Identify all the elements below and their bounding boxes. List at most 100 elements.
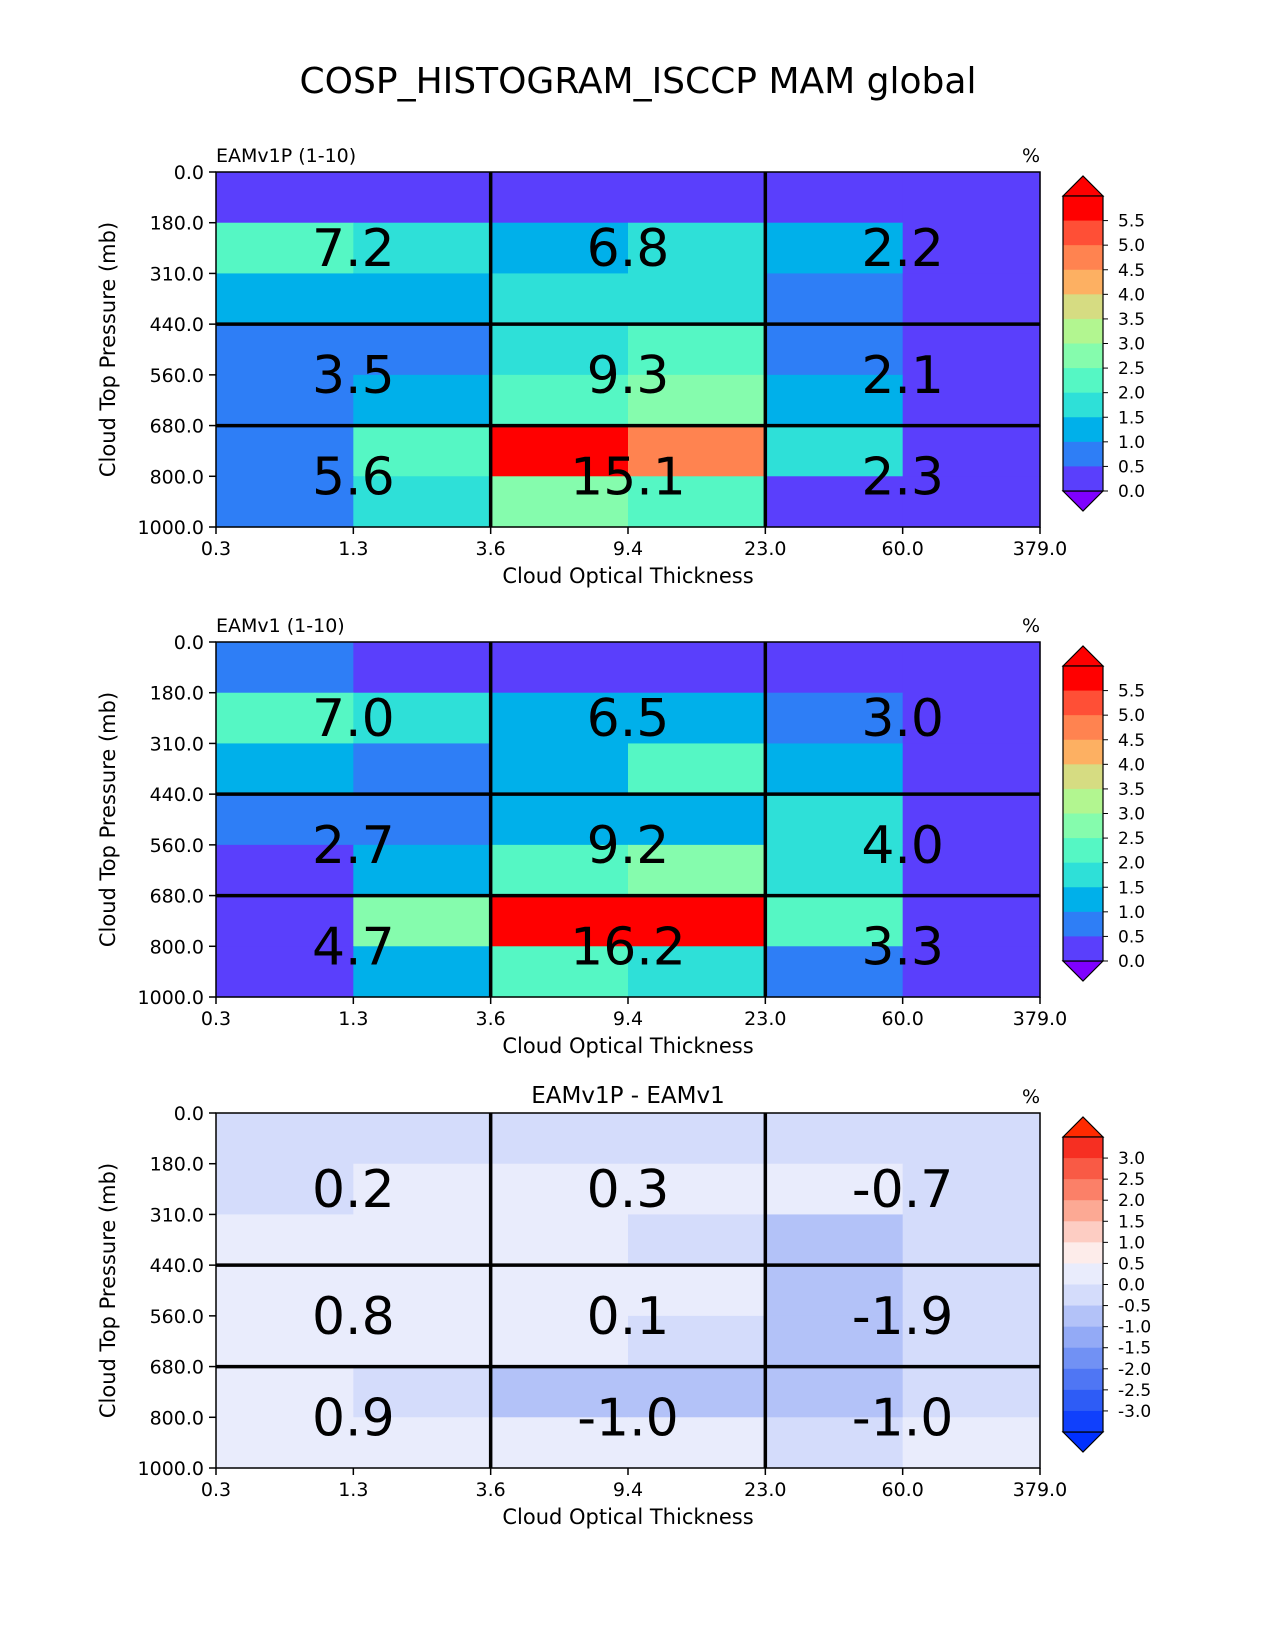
heatmap-cell [353,1315,492,1368]
x-tick-label: 23.0 [744,1008,786,1030]
heatmap-cell [490,642,629,694]
colorbar-segment [1063,1284,1103,1307]
colorbar-segment [1063,441,1103,467]
heatmap-cell [765,1265,904,1317]
colorbar-tick-label: 0.5 [1118,457,1145,477]
heatmap-cell [353,1366,492,1418]
colorbar-tick-label: -0.5 [1118,1297,1151,1317]
heatmap-cell [490,273,629,325]
colorbar-segment [1063,1263,1103,1285]
heatmap-cell [902,172,1041,224]
heatmap-cell [353,1214,492,1266]
colorbar-segment [1063,1368,1103,1391]
heatmap-cell [628,642,766,694]
heatmap-cell [765,1163,904,1216]
x-tick-label: 60.0 [882,1479,924,1501]
heatmap-cell [902,1214,1041,1266]
y-tick-label: 560.0 [150,365,204,387]
heatmap-cell [902,1315,1041,1368]
y-axis-label: Cloud Top Pressure (mb) [96,692,120,947]
x-tick-label: 0.3 [201,538,231,560]
colorbar-tick-label: 4.5 [1118,261,1145,281]
panel-title-left: EAMv1P (1-10) [216,145,356,167]
units-label: % [1022,1086,1040,1108]
colorbar-segment [1063,1200,1103,1222]
y-tick-label: 1000.0 [138,1458,204,1480]
heatmap-cell [490,1366,629,1418]
cell-annotation: 2.1 [861,346,944,406]
y-tick-label: 560.0 [150,835,204,857]
x-tick-label: 3.6 [476,538,506,560]
colorbar-segment [1063,1179,1103,1201]
x-tick-label: 379.0 [1013,1479,1067,1501]
heatmap-cell [216,425,354,477]
heatmap-cell [628,1163,766,1216]
cell-annotation: 0.8 [312,1287,395,1347]
y-tick-label: 310.0 [150,733,204,755]
heatmap-cell [628,222,766,275]
x-axis-label: Cloud Optical Thickness [502,1034,753,1058]
x-tick-label: 9.4 [613,1008,643,1030]
heatmap-cell [902,425,1041,477]
heatmap-cell [628,273,766,325]
heatmap-cell [902,946,1041,998]
colorbar-tick-label: 0.0 [1118,1276,1145,1296]
heatmap-cell [628,844,766,897]
panel-title-left: EAMv1 (1-10) [216,615,345,637]
heatmap-cell [216,1163,354,1216]
colorbar-tick-label: 0.5 [1118,1254,1145,1274]
y-axis-label: Cloud Top Pressure (mb) [96,1163,120,1418]
colorbar-tick-label: 3.0 [1118,1149,1145,1169]
heatmap-cell [353,743,492,795]
heatmap-cell [216,273,354,325]
y-tick-label: 180.0 [150,213,204,235]
colorbar-tick-label: 3.5 [1118,310,1145,330]
colorbar-tick-label: 3.0 [1118,335,1145,355]
cell-annotation: 3.5 [312,346,395,406]
cell-annotation: 6.5 [587,689,670,749]
y-tick-label: 1000.0 [138,987,204,1009]
colorbar: -3.0-2.5-2.0-1.5-1.0-0.50.00.51.01.52.02… [1061,1116,1151,1453]
colorbar-segment [1063,466,1103,492]
colorbar-tick-label: 2.5 [1118,1170,1145,1190]
heatmap-cell [216,1113,354,1165]
x-axis-label: Cloud Optical Thickness [502,1505,753,1529]
colorbar-tick-label: 0.0 [1118,482,1145,502]
cell-annotation: 7.2 [312,219,395,279]
colorbar-tick-label: 4.0 [1118,755,1145,775]
colorbar-segment [1063,764,1103,790]
colorbar-tick-label: -2.5 [1118,1381,1151,1401]
heatmap-cell [902,1366,1041,1418]
cell-annotation: 4.7 [312,917,395,977]
heatmap-cell [765,743,904,795]
heatmap-cell [902,1113,1041,1165]
colorbar-tick-label: 5.5 [1118,212,1145,232]
colorbar-segment [1063,392,1103,418]
heatmap-panel-3: 0.2 0.3 -0.7 0.8 0.1 -1.9 0.9 -1.0 -1.0 0.3 1.3 3.6… [96,1083,1151,1529]
colorbar-tick-label: 1.5 [1118,1212,1145,1232]
heatmap-cell [216,794,354,846]
colorbar-segment [1063,245,1103,271]
cell-annotation: 0.1 [587,1287,670,1347]
colorbar-segment [1063,887,1103,913]
heatmap-cell [353,794,492,846]
units-label: % [1022,615,1040,637]
cell-annotation: 0.2 [312,1160,395,1220]
heatmap-cell [353,692,492,745]
heatmap-cell [902,844,1041,897]
x-tick-label: 60.0 [882,538,924,560]
cell-annotation: 2.3 [861,447,944,507]
y-tick-label: 1000.0 [138,517,204,539]
colorbar-segment [1063,294,1103,320]
heatmap-cell [490,324,629,376]
heatmap-cell [353,273,492,325]
heatmap-cell [216,1315,354,1368]
colorbar-tick-label: 2.5 [1118,829,1145,849]
heatmap-cell [628,425,766,477]
heatmap-cell [490,1265,629,1317]
cell-annotation: 9.2 [587,816,670,876]
y-tick-label: 680.0 [150,1357,204,1379]
panel-title-center: EAMv1P - EAMv1 [531,1083,725,1109]
heatmap-cell [216,1366,354,1418]
heatmap-cell [902,743,1041,795]
